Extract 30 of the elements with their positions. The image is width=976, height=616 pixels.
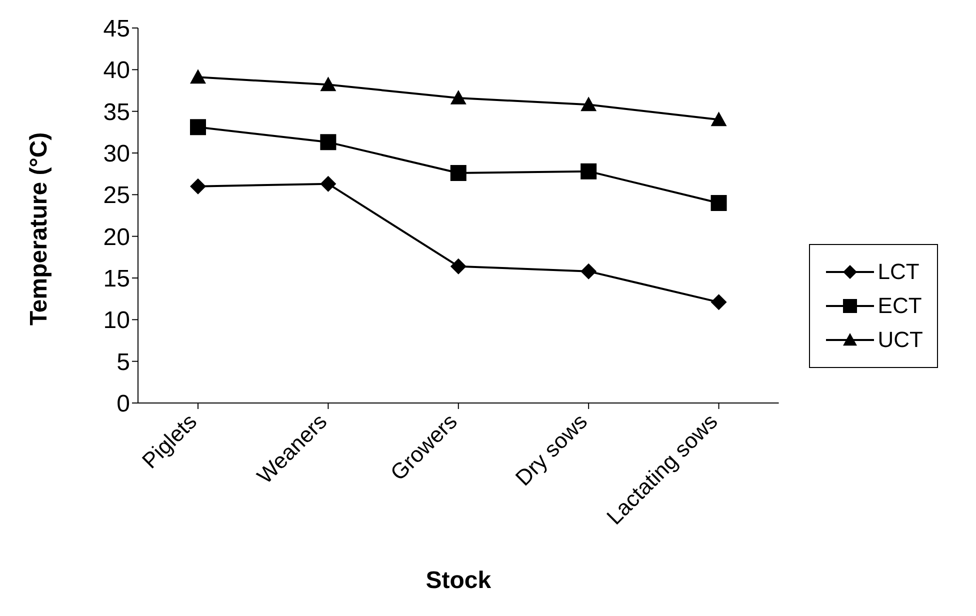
- y-tick-label: 5: [116, 348, 130, 376]
- y-tick-label: 20: [103, 224, 130, 251]
- legend-label: UCT: [878, 326, 923, 352]
- point: [450, 258, 466, 274]
- legend-label: ECT: [878, 292, 922, 318]
- y-tick-label: 25: [103, 182, 130, 210]
- point: [320, 134, 336, 150]
- y-tick-label: 40: [103, 57, 130, 84]
- y-tick-label: 30: [103, 140, 130, 168]
- y-tick-label: 45: [103, 16, 130, 43]
- point: [580, 96, 597, 112]
- y-tick-label: 35: [103, 98, 130, 126]
- point: [710, 294, 727, 310]
- point: [190, 178, 206, 194]
- point: [320, 176, 336, 192]
- point: [450, 90, 466, 104]
- point: [580, 263, 597, 280]
- point: [710, 195, 727, 211]
- point: [450, 165, 466, 181]
- x-axis-title: Stock: [426, 567, 492, 594]
- point: [190, 119, 206, 136]
- y-tick-label: 15: [103, 266, 130, 293]
- legend-label: LCT: [878, 258, 920, 284]
- y-axis-title: Temperature (°C): [26, 132, 53, 326]
- point: [580, 163, 597, 180]
- y-tick-label: 10: [103, 307, 130, 334]
- point: [190, 69, 206, 84]
- point: [710, 112, 727, 126]
- y-tick-label: 0: [116, 390, 130, 418]
- point: [320, 76, 336, 92]
